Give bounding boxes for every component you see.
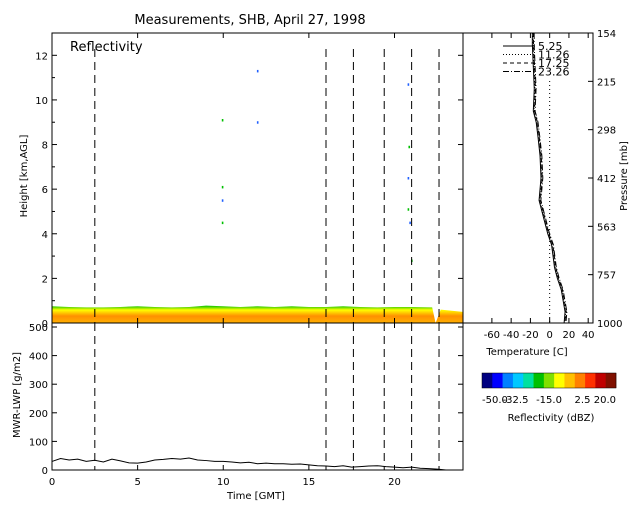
pressure-tick-label: 563: [597, 222, 616, 233]
lwp-panel: Time [GMT] MWR-LWP [g/m2] 01002003004005…: [12, 322, 464, 502]
colorbar-segment: [564, 373, 576, 388]
echo-point: [409, 221, 411, 225]
pressure-tick-label: 757: [597, 271, 616, 282]
x-tick-label: 20: [563, 330, 576, 341]
x-tick-label: -60: [484, 330, 500, 341]
colorbar-segment: [595, 373, 606, 388]
cloud-layer: [52, 305, 463, 323]
colorbar-tick-label: -15.0: [536, 395, 562, 406]
colorbar-tick-label: 20.0: [594, 395, 616, 406]
colorbar-label: Reflectivity (dBZ): [508, 413, 595, 424]
y-tick-label: 300: [29, 380, 48, 391]
pressure-tick-label: 154: [597, 29, 616, 40]
colorbar-segment: [574, 373, 586, 388]
x-tick-label: 5: [134, 477, 140, 488]
colorbar-segment: [492, 373, 503, 388]
echo-point: [221, 119, 224, 122]
y-tick-label: 10: [35, 96, 48, 107]
x-tick-label: -20: [522, 330, 538, 341]
legend-label: 5.25: [538, 40, 563, 53]
legend-label: 17.25: [538, 57, 570, 70]
pressure-tick-label: 1000: [597, 319, 622, 330]
x-tick-label: 10: [217, 477, 230, 488]
y-tick-label: 2: [42, 274, 48, 285]
colorbar-segment: [512, 373, 524, 388]
colorbar-tick-label: -32.5: [503, 395, 529, 406]
colorbar-segment: [523, 373, 534, 388]
pressure-tick-label: 298: [597, 126, 616, 137]
colorbar-segment: [533, 373, 545, 388]
echo-point: [407, 177, 410, 180]
x-axis-label-time: Time [GMT]: [226, 491, 285, 502]
y-tick-label: 500: [29, 323, 48, 334]
temperature-profile-2: [532, 33, 567, 324]
y-tick-label: 0: [42, 466, 48, 477]
figure-title: Measurements, SHB, April 27, 1998: [134, 13, 365, 28]
colorbar-segment: [502, 373, 514, 388]
plot-frame: [51, 322, 464, 471]
colorbar-tick-label: 2.5: [575, 395, 591, 406]
x-tick-label: 40: [582, 330, 595, 341]
x-axis-label-temperature: Temperature [C]: [485, 347, 567, 358]
plot-frame: [51, 32, 464, 324]
echo-point: [408, 145, 411, 149]
colorbar-segment: [585, 373, 596, 388]
colorbar-tick-label: -50.0: [482, 395, 508, 406]
colorbar-segment: [543, 373, 555, 388]
y-tick-label: 12: [35, 51, 48, 62]
lwp-series-line: [51, 457, 446, 471]
echo-point: [256, 121, 259, 124]
y-axis-label-lwp: MWR-LWP [g/m2]: [12, 352, 23, 438]
x-tick-label: 20: [388, 477, 401, 488]
echo-point: [221, 221, 224, 225]
echo-point: [256, 69, 259, 73]
colorbar-segment: [554, 373, 565, 388]
colorbar-segment: [605, 373, 617, 388]
y-tick-label: 8: [42, 141, 48, 152]
x-tick-label: 15: [303, 477, 316, 488]
legend-label: 11.26: [538, 49, 570, 62]
x-tick-label: -40: [503, 330, 519, 341]
temperature-profile-4: [533, 33, 568, 324]
echo-point: [221, 199, 224, 202]
y-axis-label-pressure: Pressure [mb]: [619, 141, 630, 211]
echo-point: [407, 83, 410, 86]
temperature-profile-3: [533, 33, 567, 324]
y-tick-label: 6: [42, 185, 48, 196]
x-tick-label: 0: [546, 330, 552, 341]
plot-frame: [462, 32, 594, 324]
colorbar-segment: [482, 373, 493, 388]
reflectivity-panel: Reflectivity Height [km,AGL] 0 2 4 6 8 10 12: [19, 32, 464, 330]
y-tick-label: 400: [29, 352, 48, 363]
pressure-tick-label: 215: [597, 77, 616, 88]
temperature-panel: Temperature [C] Pressure [mb] -60 -40 -20 0…: [462, 29, 630, 358]
temperature-profile-1: [531, 33, 566, 324]
y-tick-label: 200: [29, 409, 48, 420]
y-tick-label: 100: [29, 437, 48, 448]
echo-point: [407, 208, 410, 211]
y-axis-label-height: Height [km,AGL]: [19, 135, 30, 218]
legend-label: 23.26: [538, 66, 570, 79]
y-tick-label: 4: [42, 230, 48, 241]
panel-label-reflectivity: Reflectivity: [70, 40, 143, 55]
y-tick-label: 0: [42, 319, 48, 330]
echo-point: [221, 185, 224, 189]
colorbar-frame: [481, 372, 617, 389]
x-tick-label: 0: [49, 477, 55, 488]
pressure-tick-label: 412: [597, 174, 616, 185]
colorbar: Reflectivity (dBZ) -50.0-32.5 -15.0 2.5 20.…: [481, 372, 617, 424]
